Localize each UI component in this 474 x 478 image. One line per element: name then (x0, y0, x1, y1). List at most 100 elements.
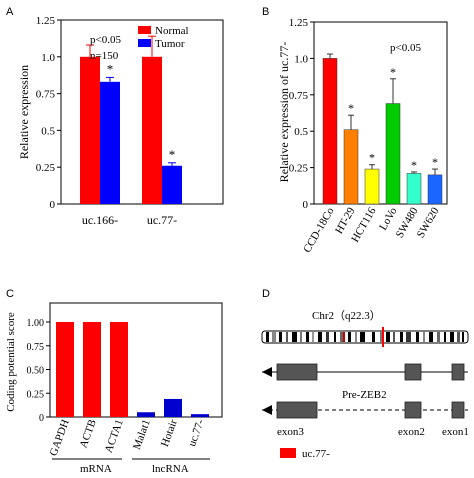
chromosome-band (444, 332, 446, 342)
chromosome-band (457, 332, 460, 342)
significance-star: * (411, 158, 417, 172)
category-label: uc.77- (186, 418, 207, 449)
legend-label-tumor: Tumor (155, 38, 185, 50)
panel-c-frame (49, 302, 223, 418)
arrow-left-icon (262, 367, 272, 377)
chromosome-band (272, 332, 276, 342)
group-label-lncrna: lncRNA (152, 463, 189, 475)
bar-ccd-18co (322, 58, 338, 205)
chromosome-band (450, 332, 454, 342)
panel-b-ytick-label: 0.5 (294, 126, 308, 138)
bar-gapdh (56, 322, 74, 417)
chromosome-band (423, 332, 425, 342)
bar-acta1 (110, 322, 128, 417)
chromosome-band (334, 332, 336, 342)
exon3-box (276, 401, 318, 419)
bar-normal-1 (80, 56, 100, 204)
bar-sw620 (427, 174, 443, 205)
arrow-left-icon (262, 405, 272, 415)
category-label: SW620 (415, 205, 442, 240)
panel-c-ytick-label: 0.75 (27, 342, 45, 353)
significance-star: * (348, 101, 354, 115)
panel-b-chart: 00.250.50.751.01.25 CCD-18Co*HT-29*HCT11… (277, 17, 448, 255)
panel-a-legend: Normal Tumor (138, 25, 189, 50)
chromosome-band (340, 332, 344, 342)
panel-b-ytick-label: 0.75 (289, 90, 309, 102)
chromosome-band (286, 332, 288, 342)
panel-label-d: D (262, 288, 270, 300)
panel-a-chart: 0 0.25 0.5 0.75 1.0 1.25 * uc.166- * uc.77- Rela… (17, 15, 224, 227)
panel-a-pvalue: p<0.05 (90, 34, 121, 46)
chromosome-band (300, 332, 302, 342)
significance-star: * (169, 147, 176, 162)
chromosome-band (416, 332, 419, 342)
exon3-box (276, 363, 318, 381)
panel-b-ytick-label: 1.0 (294, 53, 308, 65)
panel-c-ylabel: Coding potential score (5, 312, 17, 412)
uc77-legend-label: uc.77- (302, 448, 330, 460)
panel-a-ytick-label: 1.25 (36, 15, 56, 27)
category-label: uc.77- (147, 213, 177, 227)
group-label-mrna: mRNA (80, 463, 112, 475)
chromosome-band (306, 332, 309, 342)
exon1-box (451, 401, 465, 419)
panel-c-ytick-label: 1.00 (27, 318, 45, 329)
chromosome-band (400, 332, 403, 342)
bar-hotair (164, 398, 182, 417)
panel-a-ytick-label: 0 (50, 199, 56, 211)
legend-swatch-tumor (138, 39, 151, 47)
bar-tumor-2 (162, 165, 182, 204)
uc77-legend-swatch (280, 448, 296, 458)
exon3-label: exon3 (277, 426, 304, 438)
panel-c-ytick-label: 0.50 (27, 366, 45, 377)
panel-a-ytick-label: 0.75 (36, 89, 56, 101)
panel-label-c: C (6, 288, 14, 300)
panel-a-ytick-label: 1.0 (41, 52, 55, 64)
panel-b-ytick-label: 0 (303, 199, 309, 211)
significance-star: * (369, 151, 375, 165)
bar-actb (83, 322, 101, 417)
exon1-box (451, 363, 465, 381)
significance-star: * (390, 65, 396, 79)
category-label: uc.166- (82, 213, 118, 227)
bar-lovo (385, 103, 401, 205)
transcript-structure (262, 401, 468, 419)
chromosome-band (318, 332, 322, 342)
panel-a-n: n=150 (90, 50, 119, 62)
panel-c-ytick-label: 0.25 (27, 389, 45, 400)
bar-tumor-1 (100, 81, 120, 204)
panel-label-a: A (6, 6, 14, 18)
category-label: ACTA1 (103, 418, 126, 455)
category-label: Malat1 (131, 418, 153, 451)
chromosome-band (406, 332, 411, 342)
chromosome-band (279, 332, 282, 342)
exon1-label: exon1 (442, 426, 469, 438)
chromosome-band (312, 332, 314, 342)
chromosome-ideogram (261, 327, 469, 347)
category-label: ACTB (78, 418, 99, 450)
gene-structure-pre-zeb2: Pre-ZEB2 (262, 363, 468, 401)
chromosome-band (292, 332, 297, 342)
significance-star: * (432, 155, 438, 169)
chromosome-band (429, 332, 433, 342)
panel-b-ytick-label: 1.25 (289, 17, 309, 29)
panel-d-diagram: Chr2（q22.3） Pre-ZEB2 exon3 exon2 exon1 u… (261, 309, 469, 460)
chromosome-band (462, 332, 464, 342)
panel-a-ytick-label: 0.25 (36, 162, 56, 174)
centromere-mark (343, 332, 345, 342)
chromosome-band (326, 332, 329, 342)
chromosome-band (355, 332, 357, 342)
bar-malat1 (137, 412, 155, 417)
exon2-label: exon2 (398, 426, 425, 438)
bar-uc-77- (191, 414, 209, 417)
chromosome-band (360, 332, 365, 342)
category-label: CCD-18Co (301, 205, 337, 255)
exon2-box (404, 401, 422, 419)
panel-c-ytick-label: 0 (39, 413, 44, 424)
gene-label: Pre-ZEB2 (342, 389, 387, 401)
chromosome-band (348, 332, 351, 342)
category-label: GAPDH (48, 418, 72, 458)
chromosome-band (437, 332, 440, 342)
bar-ht-29 (343, 129, 359, 205)
exon2-box (404, 363, 422, 381)
